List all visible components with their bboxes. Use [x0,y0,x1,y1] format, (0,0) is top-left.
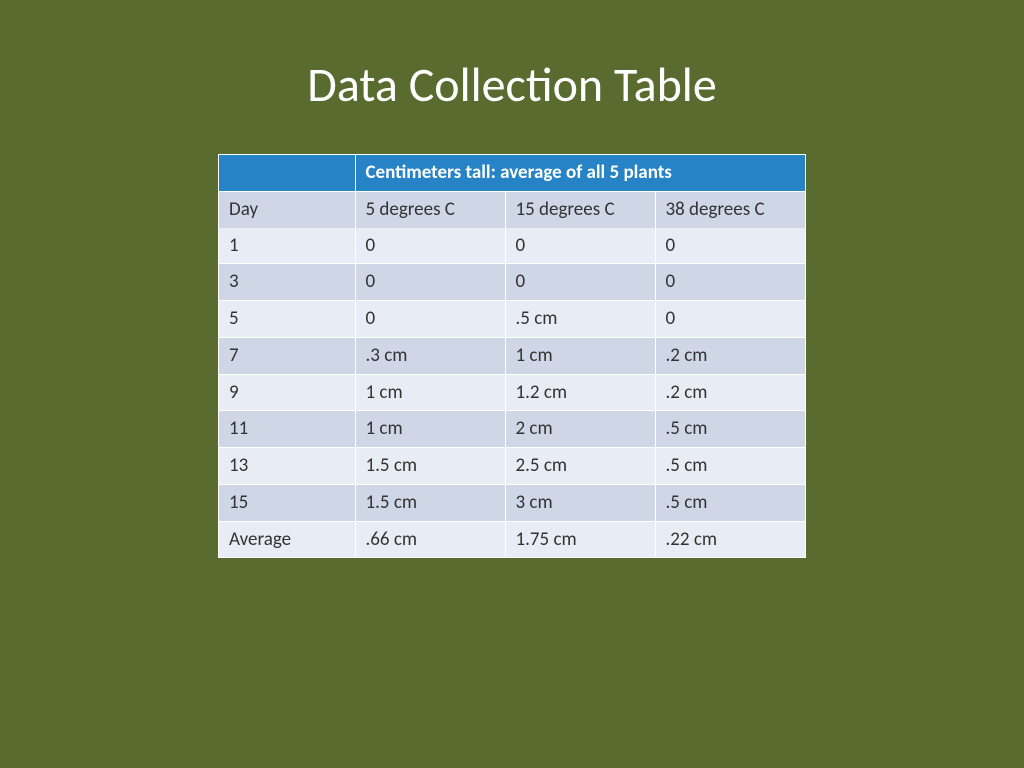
table-cell: 1.2 cm [505,374,655,411]
table-cell: 0 [355,264,505,301]
table-cell: .3 cm [355,337,505,374]
table-row: 151.5 cm3 cm.5 cm [219,484,805,521]
table-cell: 1 cm [505,337,655,374]
table-row: 111 cm2 cm.5 cm [219,411,805,448]
table-cell: 15 [219,484,355,521]
table-cell: 0 [655,228,805,264]
table-cell: 0 [355,301,505,338]
table-cell: 2.5 cm [505,448,655,485]
table-cell: 7 [219,337,355,374]
table-row: Average.66 cm1.75 cm.22 cm [219,521,805,557]
table-cell: 2 cm [505,411,655,448]
table-cell: Average [219,521,355,557]
table-row: 1000 [219,228,805,264]
table-cell: 0 [355,228,505,264]
table-row: 50.5 cm0 [219,301,805,338]
table-cell: 0 [505,264,655,301]
table-cell: 1.5 cm [355,484,505,521]
col-header: Day [219,191,355,227]
table-cell: 1 cm [355,411,505,448]
table-cell: 5 [219,301,355,338]
data-table-container: Centimeters tall: average of all 5 plant… [218,154,806,558]
table-cell: .66 cm [355,521,505,557]
table-cell: 0 [655,301,805,338]
table-cell: 0 [505,228,655,264]
table-cell: 1.75 cm [505,521,655,557]
table-row: 3000 [219,264,805,301]
table-row: 131.5 cm2.5 cm.5 cm [219,448,805,485]
table-cell: 9 [219,374,355,411]
col-header: 5 degrees C [355,191,505,227]
col-header: 15 degrees C [505,191,655,227]
table-cell: 0 [655,264,805,301]
table-cell: .22 cm [655,521,805,557]
header-spanning-cell: Centimeters tall: average of all 5 plant… [355,155,805,191]
table-cell: 1 cm [355,374,505,411]
table-header-row: Centimeters tall: average of all 5 plant… [219,155,805,191]
header-empty-cell [219,155,355,191]
table-cell: .2 cm [655,374,805,411]
table-row: 91 cm1.2 cm.2 cm [219,374,805,411]
table-cell: .5 cm [655,484,805,521]
table-row: 7.3 cm1 cm.2 cm [219,337,805,374]
table-cell: 11 [219,411,355,448]
table-cell: 1.5 cm [355,448,505,485]
data-table: Centimeters tall: average of all 5 plant… [219,155,805,557]
table-subheader-row: Day 5 degrees C 15 degrees C 38 degrees … [219,191,805,227]
table-cell: .5 cm [655,411,805,448]
table-cell: 1 [219,228,355,264]
table-cell: 3 [219,264,355,301]
table-cell: 3 cm [505,484,655,521]
col-header: 38 degrees C [655,191,805,227]
table-cell: .5 cm [505,301,655,338]
table-cell: .2 cm [655,337,805,374]
slide-title: Data Collection Table [307,55,716,114]
table-cell: 13 [219,448,355,485]
table-cell: .5 cm [655,448,805,485]
